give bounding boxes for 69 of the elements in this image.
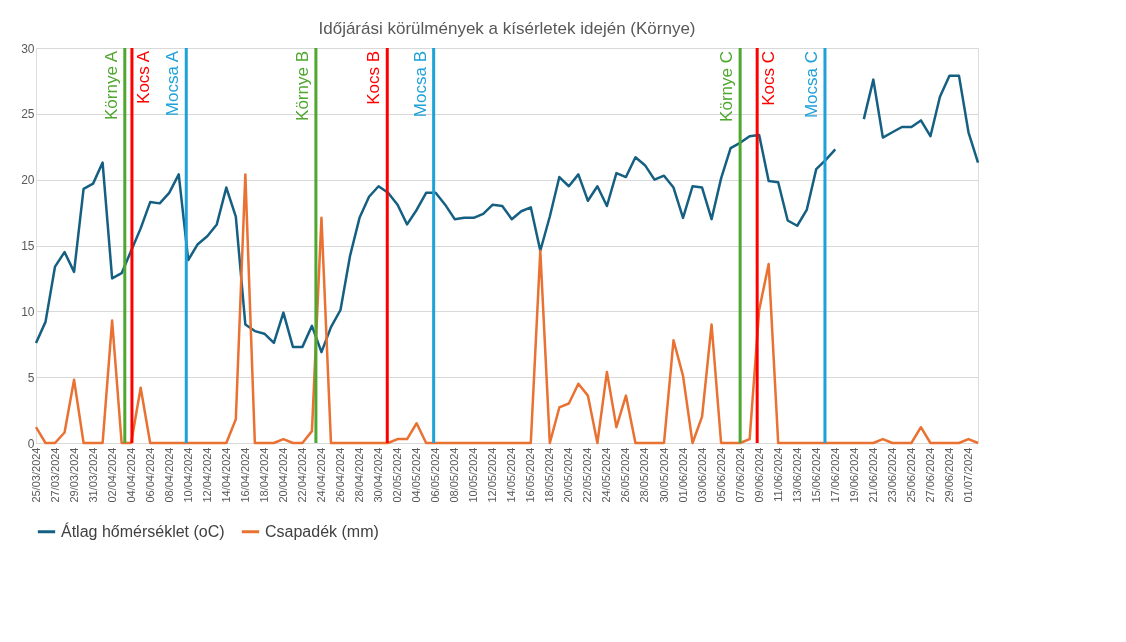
x-tick-label: 12/05/2024 [486, 447, 499, 503]
x-tick-label: 07/06/2024 [733, 447, 746, 503]
y-tick-label: 15 [21, 239, 35, 253]
x-tick-label: 09/06/2024 [752, 447, 765, 503]
x-tick-label: 12/04/2024 [200, 447, 213, 503]
x-tick-label: 28/04/2024 [353, 447, 366, 503]
y-tick-label: 30 [21, 41, 35, 56]
x-tick-label: 04/05/2024 [410, 447, 423, 503]
x-tick-label: 25/03/2024 [29, 447, 42, 503]
x-tick-label: 06/04/2024 [143, 447, 156, 503]
legend-label: Csapadék (mm) [265, 522, 379, 540]
ref-line-label: Kocs A [133, 50, 153, 104]
x-tick-label: 27/03/2024 [48, 447, 61, 503]
x-tick-label: 05/06/2024 [714, 447, 727, 503]
x-tick-label: 02/05/2024 [391, 447, 404, 503]
x-tick-label: 27/06/2024 [923, 447, 936, 503]
x-tick-label: 17/06/2024 [828, 447, 841, 503]
x-tick-label: 25/06/2024 [904, 447, 917, 503]
ref-line-label: Környe C [717, 51, 737, 122]
x-tick-label: 14/04/2024 [219, 447, 232, 503]
x-tick-label: 28/05/2024 [638, 447, 651, 503]
x-tick-label: 03/06/2024 [695, 447, 708, 503]
x-tick-label: 08/05/2024 [448, 447, 461, 503]
legend-label: Átlag hőmérséklet (oC) [61, 521, 225, 540]
x-tick-label: 08/04/2024 [162, 447, 175, 503]
ref-line-label: Kocs C [759, 51, 779, 106]
ref-line-label: Mocsa C [801, 51, 821, 119]
y-tick-label: 5 [27, 370, 35, 385]
line-series [34, 173, 980, 445]
x-tick-label: 02/04/2024 [105, 447, 118, 503]
x-tick-label: 16/04/2024 [238, 447, 251, 503]
x-tick-label: 20/04/2024 [276, 447, 289, 503]
x-tick-label: 13/06/2024 [790, 447, 803, 503]
x-tick-label: 30/04/2024 [372, 447, 385, 503]
x-tick-label: 31/03/2024 [86, 447, 99, 503]
x-tick-label: 22/04/2024 [295, 447, 308, 503]
x-tick-label: 30/05/2024 [657, 447, 670, 503]
ref-line-label: Környe B [292, 51, 312, 121]
x-tick-label: 15/06/2024 [809, 447, 822, 503]
x-tick-label: 06/05/2024 [429, 447, 442, 503]
x-tick-label: 16/05/2024 [524, 447, 537, 503]
ref-line-label: Kocs B [364, 51, 384, 105]
x-tick-label: 21/06/2024 [866, 447, 879, 503]
ref-line-label: Mocsa A [163, 50, 183, 117]
y-tick-label: 20 [21, 173, 35, 188]
x-tick-label: 26/05/2024 [619, 447, 632, 503]
x-tick-label: 29/06/2024 [942, 447, 955, 503]
x-tick-label: 26/04/2024 [333, 447, 346, 503]
x-tick-label: 14/05/2024 [505, 447, 518, 503]
x-tick-label: 01/07/2024 [961, 447, 974, 503]
x-tick-label: 10/05/2024 [467, 447, 480, 503]
chart-title: Időjárási körülmények a kísérletek idején (Környe) [318, 19, 696, 38]
x-tick-label: 01/06/2024 [676, 447, 689, 503]
ref-line-label: Környe A [101, 50, 121, 120]
x-tick-label: 19/06/2024 [847, 447, 860, 503]
x-tick-label: 18/04/2024 [257, 447, 270, 503]
x-tick-label: 10/04/2024 [181, 447, 194, 503]
y-tick-label: 10 [21, 304, 35, 319]
x-tick-label: 18/05/2024 [543, 447, 556, 503]
x-tick-label: 22/05/2024 [581, 447, 594, 503]
ref-line-label: Mocsa B [410, 51, 430, 118]
x-tick-label: 04/04/2024 [124, 447, 137, 503]
x-tick-label: 11/06/2024 [771, 447, 784, 502]
x-tick-label: 24/05/2024 [600, 447, 613, 503]
x-tick-label: 23/06/2024 [885, 447, 898, 503]
y-tick-label: 25 [21, 107, 35, 122]
x-tick-label: 29/03/2024 [67, 447, 80, 503]
x-tick-label: 24/04/2024 [314, 447, 327, 503]
x-tick-label: 20/05/2024 [562, 447, 575, 503]
